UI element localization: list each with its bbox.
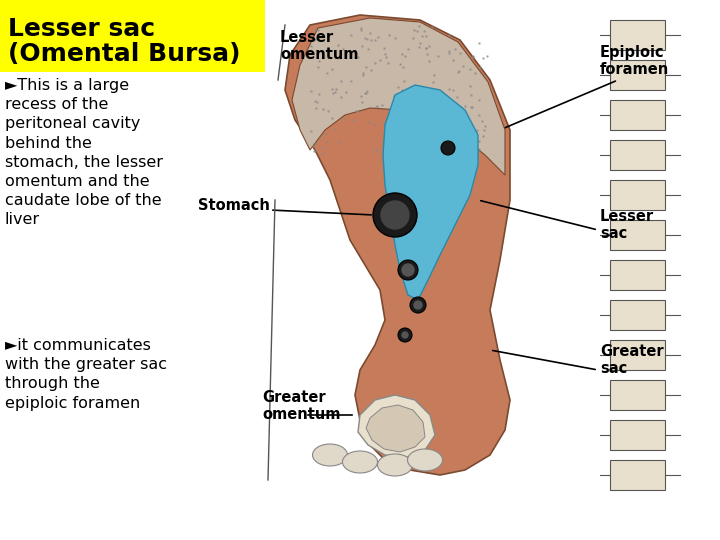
Text: Lesser
sac: Lesser sac [600, 209, 654, 241]
FancyBboxPatch shape [0, 0, 265, 72]
Polygon shape [610, 460, 665, 490]
Polygon shape [610, 300, 665, 330]
Circle shape [410, 297, 426, 313]
Circle shape [441, 141, 455, 155]
Polygon shape [610, 380, 665, 410]
Circle shape [398, 328, 412, 342]
Polygon shape [285, 15, 510, 475]
Text: Lesser sac: Lesser sac [8, 17, 155, 41]
Polygon shape [383, 85, 478, 300]
Polygon shape [610, 340, 665, 370]
Polygon shape [292, 18, 505, 175]
Circle shape [402, 264, 414, 276]
Polygon shape [610, 140, 665, 170]
Ellipse shape [343, 451, 377, 473]
Text: Epiploic
foramen: Epiploic foramen [600, 45, 670, 77]
Text: Stomach: Stomach [198, 198, 270, 213]
Polygon shape [358, 395, 435, 458]
Polygon shape [610, 180, 665, 210]
Polygon shape [610, 60, 665, 90]
Text: ►it communicates
with the greater sac
through the
epiploic foramen: ►it communicates with the greater sac th… [5, 338, 167, 410]
Text: (Omental Bursa): (Omental Bursa) [8, 42, 240, 66]
Polygon shape [610, 220, 665, 250]
Ellipse shape [408, 449, 443, 471]
Polygon shape [610, 100, 665, 130]
Circle shape [398, 260, 418, 280]
Polygon shape [610, 20, 665, 50]
Polygon shape [366, 405, 425, 452]
Ellipse shape [377, 454, 413, 476]
Ellipse shape [312, 444, 348, 466]
Circle shape [402, 332, 408, 338]
Circle shape [414, 301, 422, 309]
Circle shape [381, 201, 409, 229]
Text: Lesser
omentum: Lesser omentum [280, 30, 359, 63]
Text: Greater
sac: Greater sac [600, 344, 664, 376]
Text: ►This is a large
recess of the
peritoneal cavity
behind the
stomach, the lesser
: ►This is a large recess of the peritonea… [5, 78, 163, 227]
Polygon shape [610, 420, 665, 450]
Text: Greater
omentum: Greater omentum [262, 390, 341, 422]
Polygon shape [610, 260, 665, 290]
Circle shape [373, 193, 417, 237]
